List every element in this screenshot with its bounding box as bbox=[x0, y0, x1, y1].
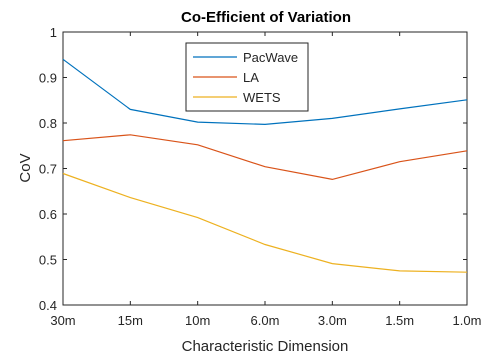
y-axis-label: CoV bbox=[17, 153, 34, 182]
y-tick-label: 0.7 bbox=[39, 162, 57, 177]
x-tick-label: 1.5m bbox=[385, 313, 414, 328]
chart-title: Co-Efficient of Variation bbox=[181, 9, 351, 26]
legend: PacWave LA WETS bbox=[185, 42, 309, 112]
y-tick-label: 0.6 bbox=[39, 207, 57, 222]
legend-label: WETS bbox=[243, 90, 281, 105]
x-tick-label: 10m bbox=[185, 313, 210, 328]
x-axis-label: Characteristic Dimension bbox=[182, 338, 349, 355]
y-tick-label: 1 bbox=[50, 25, 57, 40]
y-tick-label: 0.4 bbox=[39, 298, 57, 313]
x-tick-label: 30m bbox=[50, 313, 75, 328]
legend-label: PacWave bbox=[243, 50, 298, 65]
x-tick-label: 6.0m bbox=[251, 313, 280, 328]
y-tick-label: 0.8 bbox=[39, 116, 57, 131]
series-line-la bbox=[62, 134, 468, 181]
y-tick-label: 0.5 bbox=[39, 253, 57, 268]
x-tick-label: 3.0m bbox=[318, 313, 347, 328]
y-tick-label: 0.9 bbox=[39, 71, 57, 86]
series-line-pacwave bbox=[62, 58, 468, 126]
axis-ticks: 30m 15m 10m 6.0m 3.0m 1.5m 1.0m 0.4 0.5 0.6 0.7 0.8… bbox=[39, 25, 482, 328]
series-layer bbox=[62, 58, 468, 273]
series-line-wets bbox=[62, 172, 468, 273]
x-tick-label: 1.0m bbox=[453, 313, 482, 328]
legend-label: LA bbox=[243, 70, 259, 85]
x-tick-label: 15m bbox=[118, 313, 143, 328]
